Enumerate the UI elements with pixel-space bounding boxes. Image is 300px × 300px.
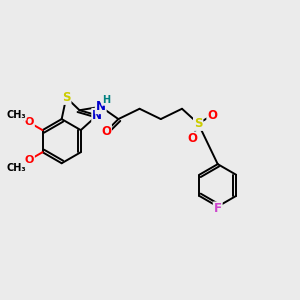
Text: N: N <box>96 100 106 113</box>
Text: S: S <box>62 91 70 104</box>
Text: O: O <box>25 118 34 128</box>
Text: O: O <box>207 109 217 122</box>
Text: O: O <box>101 125 111 138</box>
Text: O: O <box>187 132 197 145</box>
Text: CH₃: CH₃ <box>6 163 26 172</box>
Text: N: N <box>92 109 102 122</box>
Text: S: S <box>194 117 203 130</box>
Text: F: F <box>214 202 222 215</box>
Text: CH₃: CH₃ <box>6 110 26 120</box>
Text: H: H <box>102 95 110 105</box>
Text: O: O <box>25 155 34 165</box>
